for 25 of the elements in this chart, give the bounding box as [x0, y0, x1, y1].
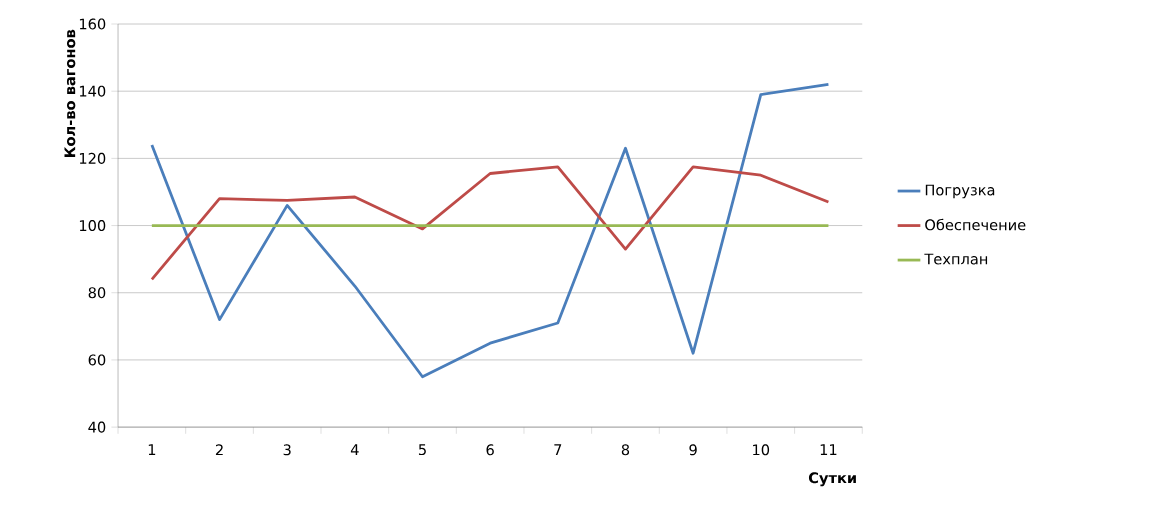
y-tick-label: 120: [79, 152, 106, 164]
x-axis-title: Сутки: [808, 472, 856, 487]
x-tick-label: 2: [215, 444, 223, 456]
x-tick-label: 4: [350, 444, 359, 455]
y-tick-label: 40: [88, 421, 106, 433]
x-tick-label: 8: [621, 444, 630, 456]
legend-label: Обеспечение: [925, 218, 1026, 231]
x-tick-label: 1: [148, 444, 156, 455]
x-tick-label: 11: [820, 444, 837, 455]
line-series: [150, 83, 830, 379]
y-tick-label: 80: [88, 287, 106, 299]
legend-label: Техплан: [924, 253, 988, 265]
x-tick-label: 10: [753, 444, 770, 456]
x-tick-label: 5: [418, 444, 426, 456]
x-tick-label: 9: [689, 444, 697, 456]
y-tick-label: 100: [79, 219, 106, 232]
y-tick-label: 140: [79, 85, 106, 97]
x-tick-label: 3: [283, 444, 291, 456]
y-axis-title: Кол-во вагонов: [64, 29, 76, 158]
y-tick-label: 160: [79, 18, 106, 30]
legend-label: Погрузка: [925, 184, 995, 199]
x-tick-label: 7: [554, 444, 562, 455]
y-tick-label: 60: [88, 354, 106, 366]
x-tick-label: 6: [486, 444, 494, 456]
line-series: [150, 165, 830, 281]
